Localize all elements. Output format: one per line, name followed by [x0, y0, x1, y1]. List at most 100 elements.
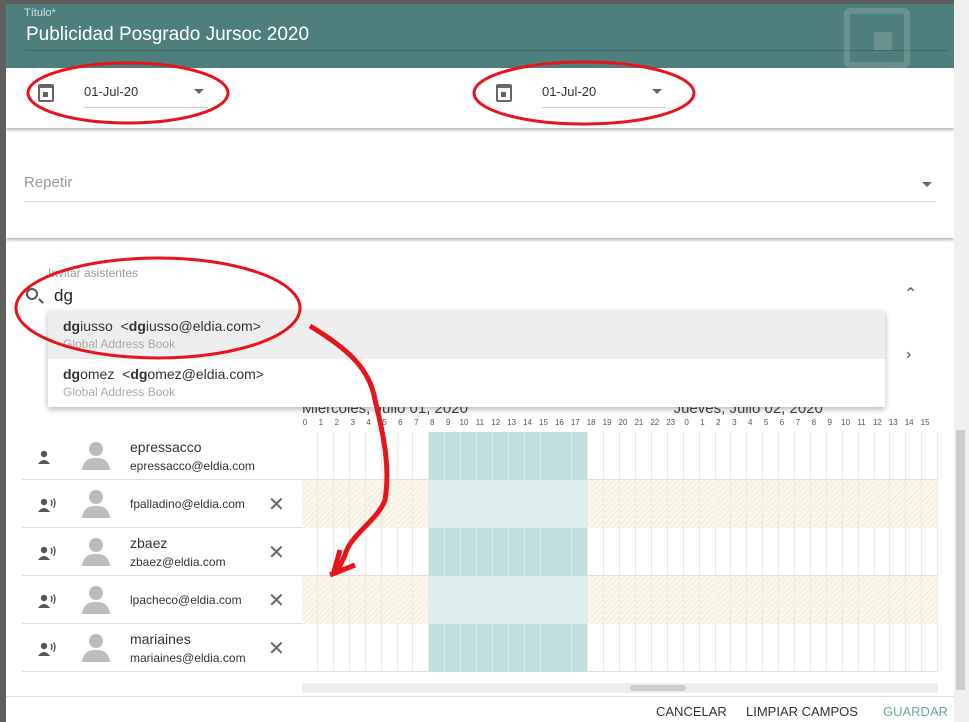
free-slot[interactable]	[779, 528, 795, 576]
scroll-thumb[interactable]	[630, 685, 686, 691]
free-slot[interactable]	[810, 576, 827, 624]
free-slot[interactable]	[811, 528, 827, 576]
free-slot[interactable]	[668, 432, 684, 480]
free-slot[interactable]	[318, 528, 334, 576]
busy-slot[interactable]	[476, 624, 493, 672]
free-slot[interactable]	[747, 624, 764, 672]
save-button[interactable]: GUARDAR	[883, 704, 949, 719]
busy-slot[interactable]	[508, 624, 525, 672]
free-slot[interactable]	[779, 624, 795, 672]
free-slot[interactable]	[906, 624, 923, 672]
free-slot[interactable]	[763, 480, 780, 528]
suggestion-item[interactable]: dgiusso <dgiusso@eldia.com> Global Addre…	[48, 311, 885, 359]
busy-slot[interactable]	[540, 624, 557, 672]
title-input[interactable]: Publicidad Posgrado Jursoc 2020	[26, 24, 948, 51]
free-slot[interactable]	[763, 432, 780, 480]
free-slot[interactable]	[858, 480, 875, 528]
free-slot[interactable]	[906, 480, 923, 528]
free-slot[interactable]	[811, 432, 827, 480]
free-slot[interactable]	[874, 528, 891, 576]
free-slot[interactable]	[317, 480, 334, 528]
busy-slot[interactable]	[461, 432, 477, 480]
free-slot[interactable]	[827, 528, 843, 576]
free-slot[interactable]	[715, 480, 732, 528]
busy-slot[interactable]	[572, 624, 589, 672]
busy-slot[interactable]	[524, 432, 541, 480]
free-slot[interactable]	[715, 576, 732, 624]
busy-slot[interactable]	[492, 480, 509, 528]
free-slot[interactable]	[636, 528, 652, 576]
busy-slot[interactable]	[461, 480, 477, 528]
free-slot[interactable]	[684, 624, 700, 672]
free-slot[interactable]	[318, 432, 334, 480]
busy-slot[interactable]	[492, 576, 509, 624]
busy-slot[interactable]	[461, 576, 477, 624]
free-slot[interactable]	[747, 576, 764, 624]
free-slot[interactable]	[684, 432, 700, 480]
free-slot[interactable]	[874, 624, 891, 672]
free-slot[interactable]	[604, 624, 621, 672]
free-slot[interactable]	[651, 480, 668, 528]
free-slot[interactable]	[334, 528, 350, 576]
suggestion-item[interactable]: dgomez <dgomez@eldia.com> Global Address…	[48, 359, 885, 407]
free-slot[interactable]	[302, 624, 318, 672]
free-slot[interactable]	[763, 528, 780, 576]
free-slot[interactable]	[604, 432, 621, 480]
busy-slot[interactable]	[445, 528, 462, 576]
busy-slot[interactable]	[492, 624, 509, 672]
free-slot[interactable]	[874, 480, 891, 528]
free-slot[interactable]	[683, 480, 700, 528]
free-slot[interactable]	[302, 528, 318, 576]
free-slot[interactable]	[365, 480, 382, 528]
busy-slot[interactable]	[476, 576, 493, 624]
free-slot[interactable]	[636, 432, 652, 480]
clear-fields-button[interactable]: LIMPIAR CAMPOS	[746, 704, 858, 719]
free-slot[interactable]	[317, 576, 334, 624]
free-slot[interactable]	[397, 528, 414, 576]
free-slot[interactable]	[906, 432, 923, 480]
free-slot[interactable]	[700, 432, 716, 480]
busy-slot[interactable]	[540, 528, 557, 576]
free-slot[interactable]	[890, 528, 907, 576]
busy-slot[interactable]	[572, 432, 589, 480]
free-slot[interactable]	[667, 480, 684, 528]
busy-slot[interactable]	[445, 576, 462, 624]
free-slot[interactable]	[715, 432, 732, 480]
free-slot[interactable]	[794, 576, 811, 624]
free-slot[interactable]	[826, 576, 843, 624]
free-slot[interactable]	[747, 480, 764, 528]
chevron-up-icon[interactable]: ⌃	[904, 286, 918, 303]
free-slot[interactable]	[922, 624, 939, 672]
free-slot[interactable]	[827, 624, 843, 672]
free-slot[interactable]	[635, 480, 652, 528]
busy-slot[interactable]	[508, 432, 525, 480]
free-slot[interactable]	[302, 432, 318, 480]
free-slot[interactable]	[859, 432, 875, 480]
busy-slot[interactable]	[540, 432, 557, 480]
free-slot[interactable]	[842, 480, 859, 528]
free-slot[interactable]	[365, 576, 382, 624]
free-slot[interactable]	[382, 432, 398, 480]
busy-slot[interactable]	[476, 432, 493, 480]
busy-slot[interactable]	[572, 576, 589, 624]
remove-attendee-icon[interactable]: ✕	[268, 542, 285, 564]
free-slot[interactable]	[382, 624, 398, 672]
busy-slot[interactable]	[556, 480, 573, 528]
invite-search-input[interactable]: dg	[54, 286, 73, 305]
free-slot[interactable]	[890, 432, 907, 480]
free-slot[interactable]	[922, 576, 939, 624]
free-slot[interactable]	[684, 528, 700, 576]
free-slot[interactable]	[731, 528, 748, 576]
free-slot[interactable]	[588, 576, 605, 624]
busy-slot[interactable]	[492, 528, 509, 576]
free-slot[interactable]	[922, 528, 939, 576]
free-slot[interactable]	[731, 624, 748, 672]
vertical-scrollbar[interactable]	[954, 0, 969, 722]
free-slot[interactable]	[763, 624, 780, 672]
free-slot[interactable]	[635, 576, 652, 624]
busy-slot[interactable]	[445, 480, 462, 528]
busy-slot[interactable]	[429, 432, 446, 480]
free-slot[interactable]	[652, 624, 668, 672]
free-slot[interactable]	[333, 576, 350, 624]
free-slot[interactable]	[382, 528, 398, 576]
